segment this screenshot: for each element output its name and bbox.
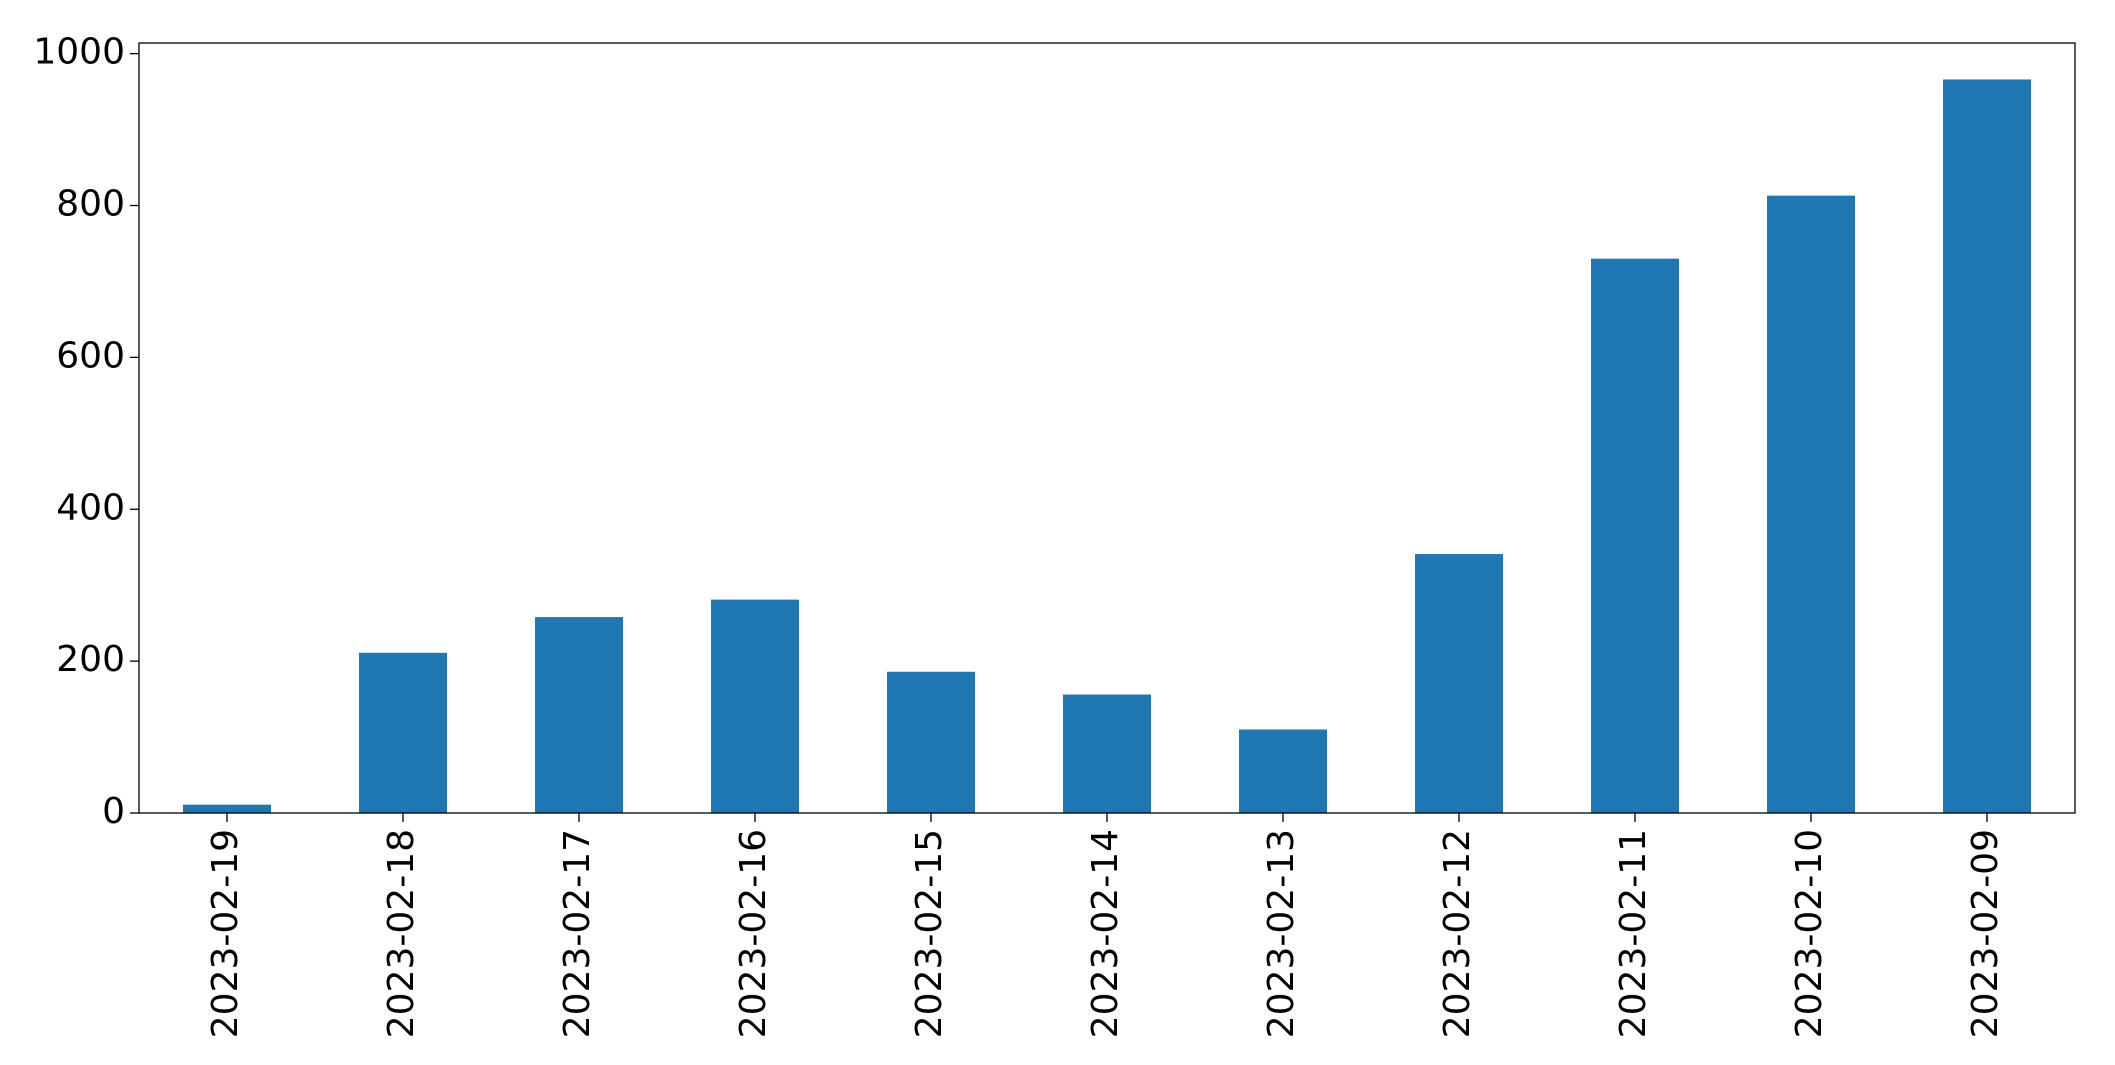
x-tick-label: 2023-02-11 [1613, 829, 1654, 1038]
bar [1767, 195, 1855, 814]
y-tick-label: 800 [56, 184, 125, 225]
x-tick-label: 2023-02-10 [1789, 829, 1830, 1038]
bar [1415, 554, 1503, 813]
bar [1063, 694, 1151, 813]
y-tick-label: 0 [102, 791, 125, 832]
bar [711, 599, 799, 813]
x-tick-label: 2023-02-14 [1085, 829, 1126, 1038]
x-tick-label: 2023-02-19 [205, 829, 246, 1038]
bar [1239, 729, 1327, 813]
x-tick-label: 2023-02-13 [1261, 829, 1302, 1038]
y-tick-label: 200 [56, 639, 125, 680]
bar [183, 804, 271, 813]
x-tick-label: 2023-02-17 [557, 829, 598, 1038]
y-tick-label: 1000 [33, 32, 125, 73]
x-tick-label: 2023-02-18 [381, 829, 422, 1038]
bar [887, 671, 975, 813]
bar [359, 652, 447, 813]
x-tick-label: 2023-02-15 [909, 829, 950, 1038]
y-tick-label: 600 [56, 335, 125, 376]
x-tick-label: 2023-02-09 [1965, 829, 2006, 1038]
bar [1591, 258, 1679, 813]
x-tick-label: 2023-02-16 [733, 829, 774, 1038]
bar [1943, 79, 2031, 813]
x-tick-label: 2023-02-12 [1437, 829, 1478, 1038]
bar [535, 617, 623, 813]
y-tick-label: 400 [56, 487, 125, 528]
